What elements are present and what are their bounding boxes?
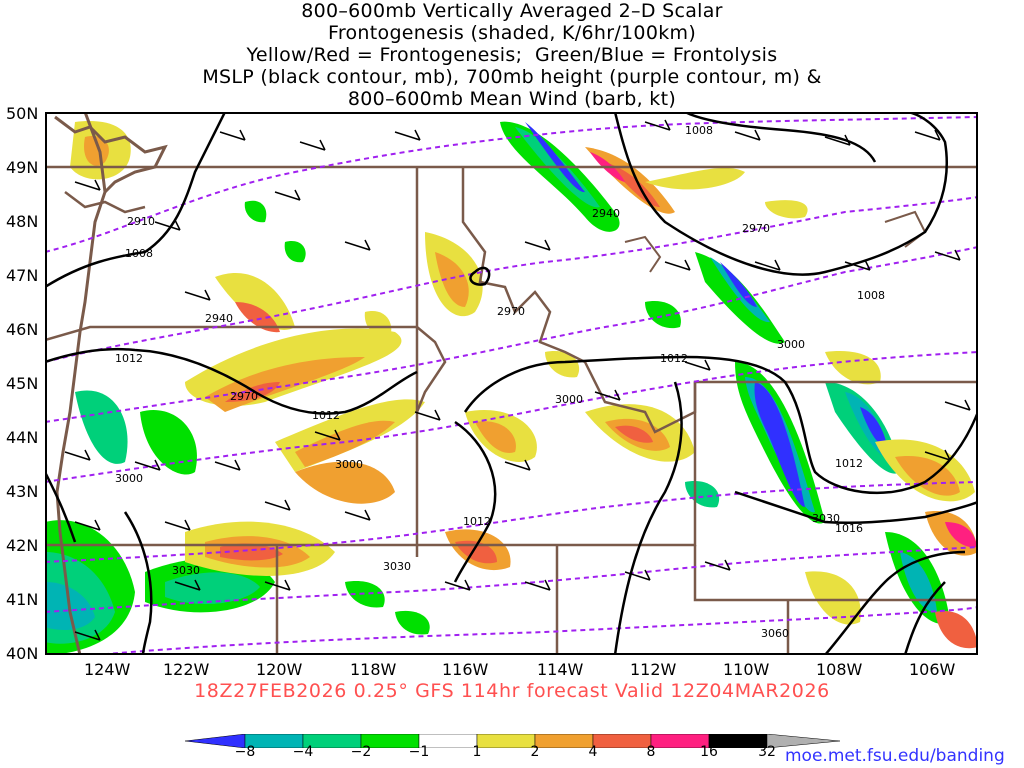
lat-label-50n: 50N	[6, 104, 39, 123]
colorbar-label: −2	[350, 744, 372, 760]
title-line-3: Yellow/Red = Frontogenesis; Green/Blue =…	[246, 44, 778, 66]
lon-label-112w: 112W	[630, 660, 677, 679]
colorbar-label: 32	[758, 744, 776, 760]
height-label: 2910	[127, 215, 155, 228]
height-labels: 2910 2940 2940 2970 2970 2970 3000 3000 …	[115, 207, 840, 640]
colorbar-label: −4	[292, 744, 314, 760]
lat-label-49n: 49N	[6, 158, 39, 177]
lon-label-118w: 118W	[350, 660, 397, 679]
mslp-label: 1008	[685, 124, 713, 137]
colorbar-cell	[766, 734, 841, 748]
mslp-labels: 1008 1008 1008 1012 1012 1012 1012 1012 …	[115, 124, 885, 535]
mslp-label: 1012	[115, 352, 143, 365]
height-label: 3030	[383, 560, 411, 573]
height-label: 3060	[761, 627, 789, 640]
lat-label-40n: 40N	[6, 644, 39, 663]
colorbar-cell	[476, 734, 536, 748]
colorbar-cell	[534, 734, 594, 748]
site-link[interactable]: moe.met.fsu.edu/banding	[785, 746, 1005, 766]
mslp-label: 1008	[125, 247, 153, 260]
mslp-label: 1012	[835, 457, 863, 470]
title-line-2: Frontogenesis (shaded, K/6hr/100km)	[327, 22, 697, 44]
height-label: 2940	[205, 312, 233, 325]
colorbar-label: 1	[472, 744, 482, 760]
state-borders	[44, 111, 978, 656]
mslp-label: 1012	[312, 409, 340, 422]
lon-label-106w: 106W	[909, 660, 956, 679]
height-label: 2970	[497, 305, 525, 318]
colorbar-cell	[592, 734, 652, 748]
lat-label-48n: 48N	[6, 212, 39, 231]
colorbar-label: 16	[700, 744, 718, 760]
lat-label-44n: 44N	[6, 428, 39, 447]
colorbar-label: 2	[530, 744, 540, 760]
height-label: 3030	[172, 564, 200, 577]
height-label: 2970	[742, 222, 770, 235]
lat-label-41n: 41N	[6, 590, 39, 609]
lat-label-47n: 47N	[6, 266, 39, 285]
wind-barbs	[64, 119, 971, 641]
colorbar-label: 4	[588, 744, 598, 760]
lon-label-110w: 110W	[723, 660, 770, 679]
colorbar	[185, 734, 841, 748]
frontogenesis-shading	[45, 121, 978, 655]
mslp-label: 1012	[660, 352, 688, 365]
lon-label-108w: 108W	[816, 660, 863, 679]
height-label: 3000	[777, 338, 805, 351]
lon-label-120w: 120W	[256, 660, 303, 679]
colorbar-label: −1	[408, 744, 430, 760]
height-label: 3000	[115, 472, 143, 485]
height-label: 3030	[812, 512, 840, 525]
map-svg: 1008 1008 1008 1012 1012 1012 1012 1012 …	[43, 110, 980, 656]
lon-label-124w: 124W	[84, 660, 131, 679]
lat-label-45n: 45N	[6, 374, 39, 393]
lon-label-122w: 122W	[163, 660, 210, 679]
mslp-label: 1012	[463, 515, 491, 528]
mslp-label: 1008	[857, 289, 885, 302]
title-line-5: 800–600mb Mean Wind (barb, kt)	[347, 88, 677, 110]
map-panel: 1008 1008 1008 1012 1012 1012 1012 1012 …	[43, 110, 980, 656]
lon-label-114w: 114W	[537, 660, 584, 679]
height-label: 3000	[555, 393, 583, 406]
colorbar-label: −8	[234, 744, 256, 760]
lat-label-46n: 46N	[6, 320, 39, 339]
lat-label-42n: 42N	[6, 536, 39, 555]
mslp-label: 1016	[835, 522, 863, 535]
title-line-1: 800–600mb Vertically Averaged 2–D Scalar	[301, 0, 723, 22]
lon-label-116w: 116W	[442, 660, 489, 679]
height-label: 3000	[335, 458, 363, 471]
mslp-contours	[43, 110, 980, 656]
title-line-4: MSLP (black contour, mb), 700mb height (…	[202, 66, 822, 88]
height-label: 2970	[230, 390, 258, 403]
lat-label-43n: 43N	[6, 482, 39, 501]
colorbar-label: 8	[646, 744, 656, 760]
forecast-valid-line: 18Z27FEB2026 0.25° GFS 114hr forecast Va…	[194, 680, 830, 702]
title-block: 800–600mb Vertically Averaged 2–D Scalar…	[0, 0, 1024, 110]
height-label: 2940	[592, 207, 620, 220]
